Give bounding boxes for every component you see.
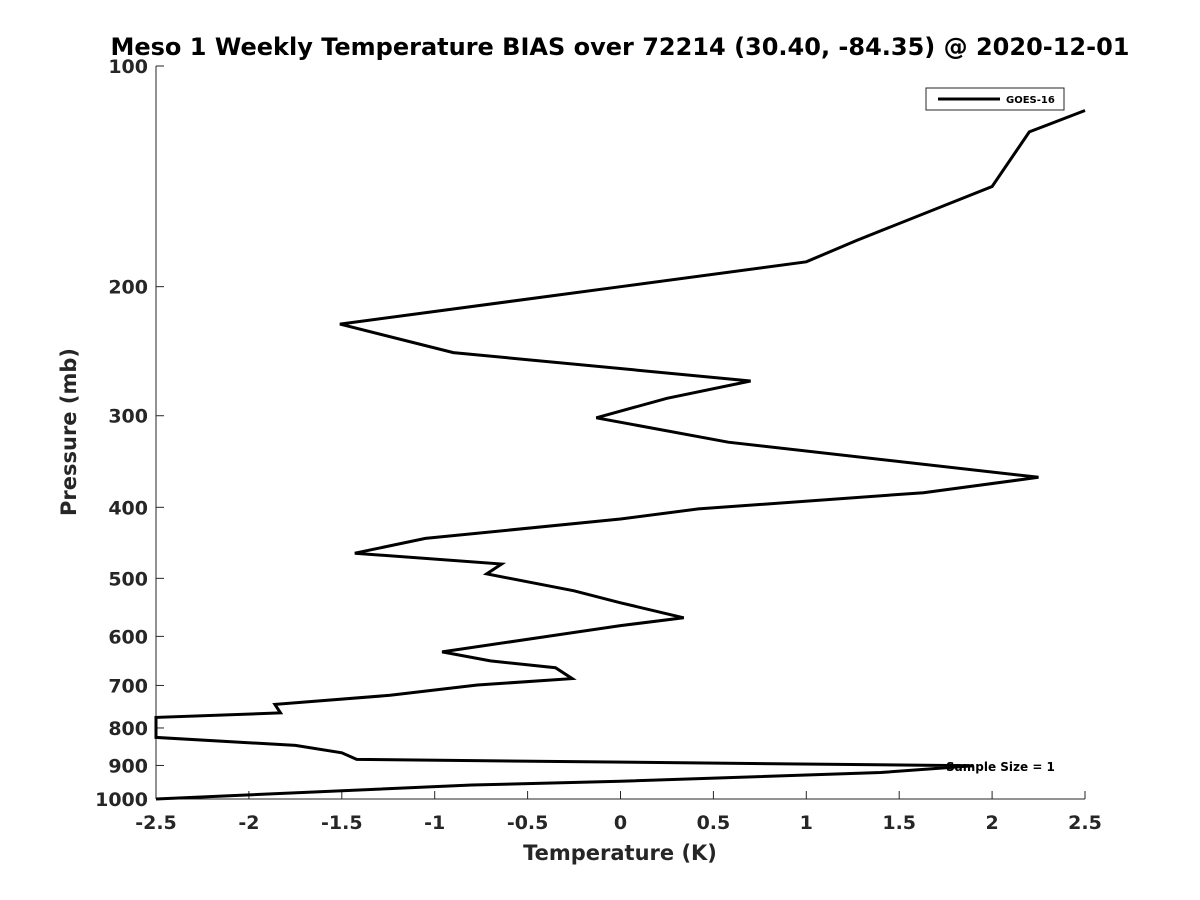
x-tick-label: 0.5 <box>697 812 731 834</box>
y-tick-label: 1000 <box>95 789 148 811</box>
x-tick-label: -1 <box>424 812 445 834</box>
x-tick-label: -2 <box>238 812 259 834</box>
y-tick-label: 900 <box>108 755 148 777</box>
y-tick-label: 200 <box>108 277 148 299</box>
axes <box>155 66 1085 800</box>
x-tick-label: -0.5 <box>507 812 549 834</box>
y-tick-label: 600 <box>108 626 148 648</box>
sample-size-annotation: Sample Size = 1 <box>946 760 1055 774</box>
x-tick-label: -2.5 <box>135 812 177 834</box>
y-ticks: 100 200 300 400 500 600 700 800 900 1000 <box>95 56 164 811</box>
x-tick-label: 2.5 <box>1068 812 1102 834</box>
y-tick-label: 100 <box>108 56 148 78</box>
y-axis-label: Pressure (mb) <box>57 348 81 516</box>
x-tick-label: 0 <box>614 812 627 834</box>
x-tick-label: 1.5 <box>882 812 916 834</box>
y-tick-label: 700 <box>108 675 148 697</box>
x-tick-label: 2 <box>985 812 998 834</box>
chart-title: Meso 1 Weekly Temperature BIAS over 7221… <box>110 33 1129 61</box>
legend: GOES-16 <box>925 87 1065 111</box>
y-tick-label: 300 <box>108 406 148 428</box>
legend-label-goes-16: GOES-16 <box>1006 95 1055 106</box>
x-tick-label: -1.5 <box>321 812 363 834</box>
series-line-goes-16 <box>154 109 1086 801</box>
x-ticks: -2.5 -2 -1.5 -1 -0.5 0 0.5 1 1.5 2 2.5 <box>135 791 1102 834</box>
x-tick-label: 1 <box>800 812 813 834</box>
y-tick-label: 800 <box>108 718 148 740</box>
series-layer <box>154 109 1086 801</box>
y-tick-label: 400 <box>108 497 148 519</box>
y-tick-label: 500 <box>108 568 148 590</box>
x-axis-label: Temperature (K) <box>523 841 717 865</box>
